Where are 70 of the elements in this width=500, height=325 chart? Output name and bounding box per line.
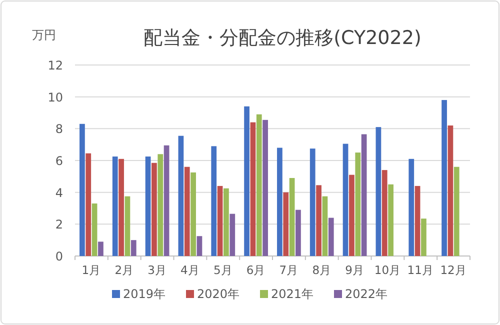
- bar: [388, 184, 394, 256]
- y-tick-label: 8: [55, 122, 63, 136]
- bar: [164, 145, 170, 256]
- bar: [382, 170, 388, 256]
- legend-label: 2019年: [123, 287, 166, 301]
- x-tick-label: 3月: [148, 263, 167, 277]
- x-tick-label: 11月: [407, 263, 434, 277]
- bar: [230, 214, 236, 256]
- legend-label: 2020年: [197, 287, 240, 301]
- bar: [316, 185, 322, 256]
- bar: [328, 218, 334, 256]
- bar: [448, 125, 454, 256]
- bar: [130, 240, 136, 256]
- bar: [217, 186, 223, 256]
- bar: [184, 166, 190, 256]
- bar: [376, 127, 382, 256]
- bar: [454, 166, 460, 256]
- bar: [118, 158, 124, 256]
- x-tick-label: 8月: [312, 263, 332, 277]
- bar: [322, 196, 328, 256]
- x-tick-label: 4月: [180, 263, 200, 277]
- y-tick-label: 0: [55, 250, 63, 264]
- y-tick-label: 12: [48, 58, 63, 72]
- y-axis-title: 万円: [32, 28, 56, 42]
- x-tick-label: 5月: [213, 263, 233, 277]
- bar: [80, 124, 85, 256]
- bar: [310, 148, 316, 256]
- legend-label: 2022年: [345, 287, 388, 301]
- y-tick-label: 4: [55, 186, 63, 200]
- bar: [262, 120, 268, 256]
- bar: [145, 156, 151, 256]
- bar: [112, 156, 118, 256]
- bar: [408, 158, 414, 256]
- x-tick-label: 1月: [82, 263, 102, 277]
- bar: [196, 236, 202, 256]
- bar: [442, 100, 447, 256]
- bar: [289, 178, 295, 256]
- bar: [244, 106, 250, 256]
- bar: [283, 192, 289, 256]
- bar: [277, 148, 282, 256]
- chart-title: 配当金・分配金の推移(CY2022): [144, 27, 422, 49]
- bar: [190, 172, 196, 256]
- bar: [296, 210, 301, 256]
- bar: [256, 114, 262, 256]
- x-tick-label: 2月: [114, 263, 134, 277]
- bar: [152, 162, 157, 256]
- bar: [361, 134, 367, 256]
- bar: [355, 152, 361, 256]
- bar: [86, 153, 92, 256]
- bar: [92, 203, 98, 256]
- y-tick-label: 6: [55, 154, 63, 168]
- bar: [178, 136, 184, 256]
- bar: [224, 188, 229, 256]
- bar: [421, 218, 426, 256]
- x-tick-label: 12月: [440, 263, 467, 277]
- x-tick-label: 9月: [345, 263, 364, 277]
- bar: [250, 122, 256, 256]
- x-tick-label: 7月: [279, 263, 299, 277]
- legend-label: 2021年: [271, 287, 314, 301]
- bar: [342, 144, 348, 256]
- bar: [124, 196, 130, 256]
- x-tick-label: 6月: [246, 263, 266, 277]
- bar: [414, 186, 420, 256]
- bar: [349, 174, 354, 256]
- bar: [211, 146, 217, 256]
- x-tick-label: 10月: [374, 263, 402, 277]
- bar: [98, 242, 104, 256]
- y-tick-label: 2: [55, 218, 63, 232]
- y-tick-label: 10: [48, 90, 63, 104]
- bar: [158, 154, 164, 256]
